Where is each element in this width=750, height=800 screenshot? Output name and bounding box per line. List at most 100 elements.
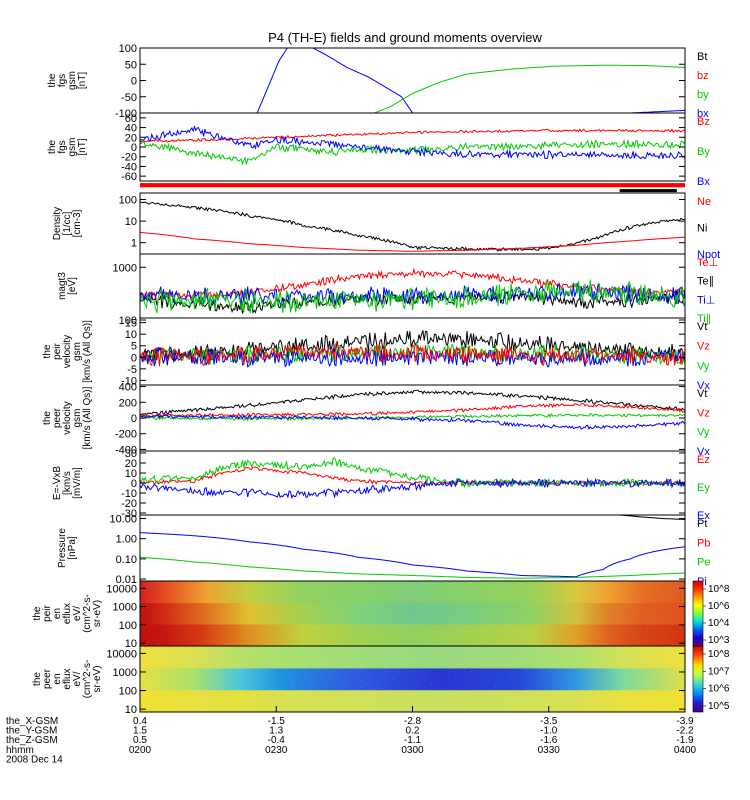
colorbar bbox=[692, 580, 704, 647]
panel-data bbox=[140, 581, 685, 646]
spec-cell bbox=[521, 646, 577, 669]
y-label-line: gsm bbox=[72, 409, 83, 428]
y-label-line: [nT] bbox=[77, 72, 88, 89]
series-bz bbox=[140, 128, 685, 143]
spec-texture bbox=[141, 581, 685, 646]
spec-cell bbox=[532, 603, 577, 626]
panel-11: 10^8 10^7 10^6 10^5 10000 1000 100 10 the peer en e… bbox=[32, 645, 730, 716]
y-tick-label: 100 bbox=[119, 195, 137, 207]
x-row-value: 0400 bbox=[674, 745, 697, 756]
x-row-value: -1.5 bbox=[268, 716, 286, 727]
legend-vx: Vx bbox=[697, 380, 710, 392]
y-tick-label: -10 bbox=[121, 488, 137, 500]
y-tick-label: -200 bbox=[115, 429, 137, 441]
spec-cell bbox=[358, 603, 413, 626]
y-label-line: [km/s bbox=[62, 471, 73, 495]
y-label-line: the bbox=[47, 140, 58, 154]
x-row-value: 0.4 bbox=[133, 716, 147, 727]
panel-frame bbox=[139, 192, 686, 255]
y-label-line: gsm bbox=[67, 138, 78, 157]
y-tick-label: 100 bbox=[119, 620, 137, 632]
x-row-value: -1.9 bbox=[676, 735, 694, 746]
y-label-line: the bbox=[32, 606, 43, 620]
y-label-line: [mV/m] bbox=[72, 467, 83, 499]
y-tick-label: -10 bbox=[121, 375, 137, 387]
y-label-line: (cm^2-s- bbox=[82, 660, 93, 699]
legend-ni: Ni bbox=[697, 223, 707, 235]
series-te bbox=[140, 267, 685, 301]
x-row-value: -2.8 bbox=[404, 716, 422, 727]
legend-ne: Ne bbox=[697, 196, 711, 208]
y-tick-label: 1000 bbox=[113, 667, 137, 679]
spec-cell bbox=[439, 668, 522, 691]
spec-cell bbox=[303, 603, 359, 626]
legend-te: Te⊥ bbox=[697, 257, 718, 269]
chart-title: P4 (TH-E) fields and ground moments over… bbox=[268, 30, 542, 45]
legend-bx: bx bbox=[697, 108, 709, 120]
legend-npot: Npot bbox=[697, 249, 720, 261]
panel-frame bbox=[139, 450, 686, 516]
spec-cell bbox=[140, 668, 195, 691]
y-tick-label: 0 bbox=[131, 76, 137, 88]
spec-cell bbox=[467, 624, 533, 646]
spec-cell bbox=[140, 646, 195, 669]
y-label-line: [1/cc] bbox=[62, 211, 73, 235]
spec-cell bbox=[641, 603, 685, 626]
y-label-line: Density bbox=[52, 207, 63, 240]
legend-pt: Pt bbox=[697, 518, 707, 530]
y-label-line: E=-VxB bbox=[52, 466, 63, 501]
panel-frame bbox=[139, 112, 686, 182]
y-label-line: magt3 bbox=[57, 272, 68, 300]
y-label-line: the bbox=[47, 73, 58, 87]
panel-frame bbox=[139, 514, 686, 582]
panel-7: 400 200 0 -200 -400 the peer velocity gsm [km/s (… bbox=[42, 382, 710, 458]
y-tick-label: 20 bbox=[125, 458, 137, 470]
spec-cell bbox=[167, 624, 206, 646]
legend-ti: Ti⊥ bbox=[697, 294, 715, 306]
spec-cell bbox=[140, 581, 168, 604]
legend-bz: bz bbox=[697, 70, 709, 82]
spec-cell bbox=[358, 690, 441, 712]
legend-ti: Ti∥ bbox=[697, 313, 711, 325]
series-bx bbox=[140, 124, 685, 160]
spec-cell bbox=[641, 624, 685, 646]
legend-vz: Vz bbox=[697, 407, 710, 419]
spec-cell bbox=[412, 581, 468, 604]
spec-cell bbox=[521, 690, 577, 712]
series-pi bbox=[140, 532, 685, 578]
y-tick-label: 10 bbox=[125, 638, 137, 650]
y-label-line: [km/s (All Qs)] bbox=[82, 320, 93, 383]
y-label-line: [nT] bbox=[77, 138, 88, 155]
y-label-line: sr-eV) bbox=[92, 600, 103, 627]
y-tick-label: 10000 bbox=[106, 583, 137, 595]
spec-cell bbox=[205, 581, 250, 604]
x-row-value: -1.1 bbox=[404, 735, 422, 746]
spec-cell bbox=[205, 603, 250, 626]
y-tick-label: -50 bbox=[121, 92, 137, 104]
spec-cell bbox=[140, 690, 195, 712]
y-label-line: fgs bbox=[57, 74, 68, 87]
x-row-value: -3.5 bbox=[540, 716, 558, 727]
panel-data bbox=[140, 646, 685, 712]
series-ex bbox=[140, 477, 685, 500]
spec-cell bbox=[576, 690, 621, 712]
spec-cell bbox=[412, 603, 468, 626]
y-label-line: velocity bbox=[62, 401, 73, 434]
y-tick-label: 100 bbox=[119, 43, 137, 55]
colorbar-label: 10^5 bbox=[708, 701, 730, 712]
spec-cell bbox=[205, 624, 250, 646]
legend-bx: Bx bbox=[697, 176, 710, 188]
y-tick-label: 50 bbox=[125, 59, 137, 71]
y-label-line: eV/ bbox=[72, 606, 83, 621]
y-tick-label: 10 bbox=[125, 468, 137, 480]
x-row-value: -3.9 bbox=[676, 716, 694, 727]
y-tick-label: 10 bbox=[125, 216, 137, 228]
y-label-line: velocity bbox=[62, 335, 73, 368]
y-tick-label: 1.00 bbox=[116, 534, 137, 546]
spec-cell bbox=[576, 646, 621, 669]
y-tick-label: 400 bbox=[119, 382, 137, 394]
spec-cell bbox=[358, 624, 413, 646]
y-label-line: Pressure bbox=[57, 528, 68, 568]
x-row-value: -1.6 bbox=[540, 735, 558, 746]
